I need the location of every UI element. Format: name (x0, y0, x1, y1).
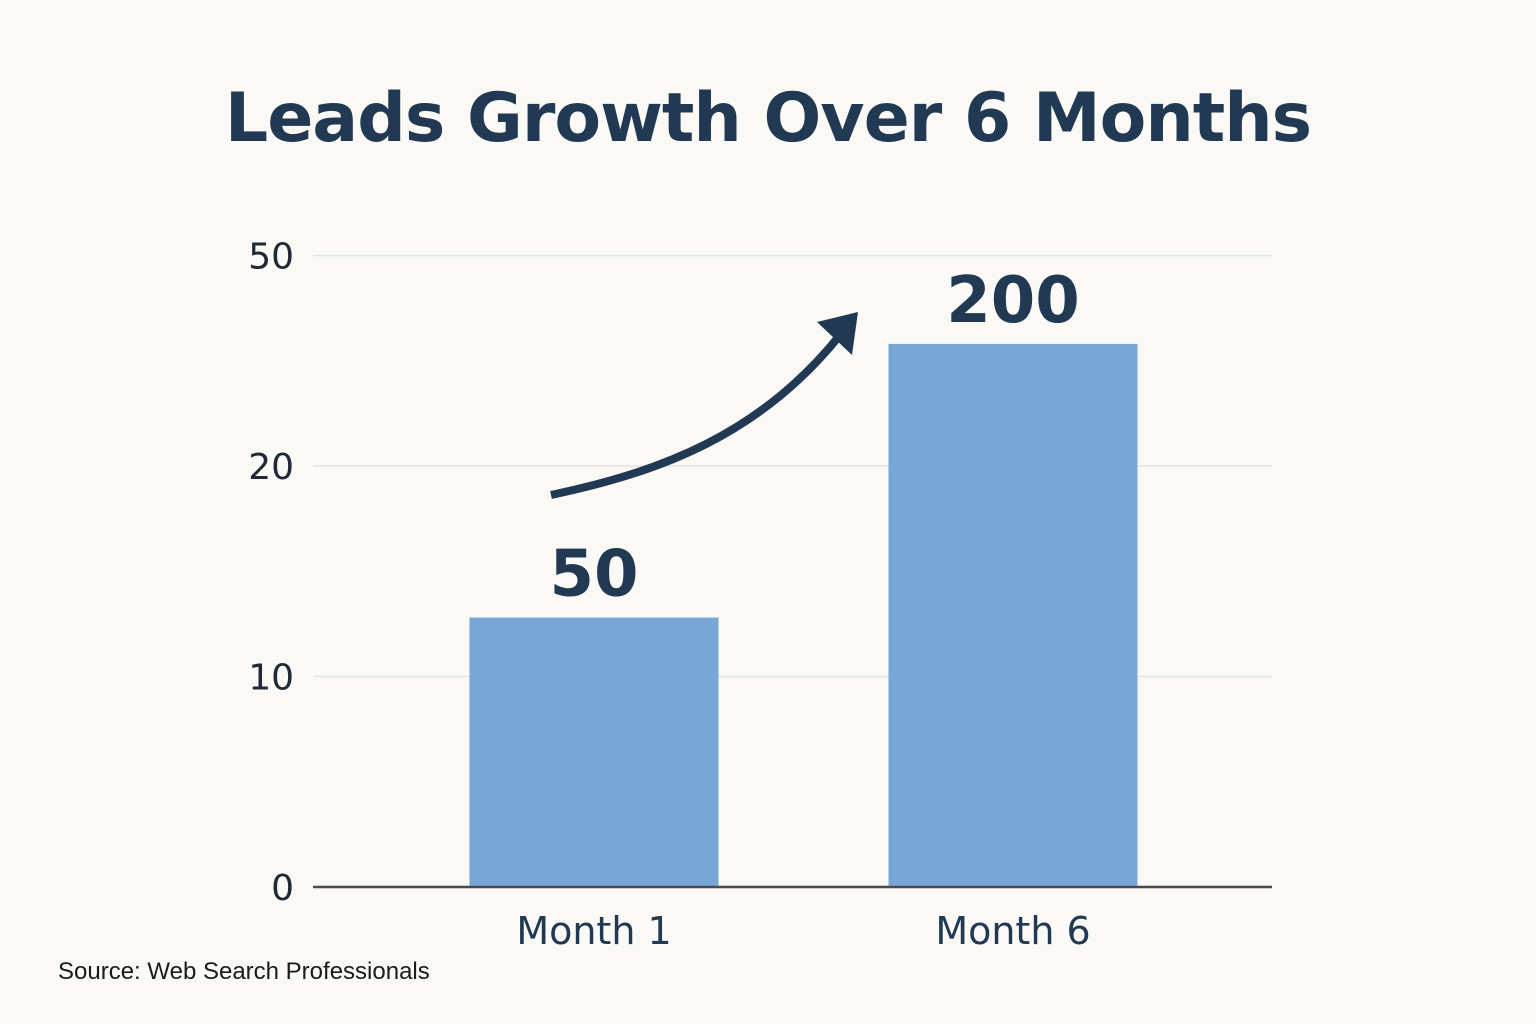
x-tick-label: Month 6 (935, 909, 1090, 953)
bar-chart: 0 10 20 50 Month 1 Month 6 50 200 (0, 0, 1536, 1024)
y-axis-ticks: 0 10 20 50 (248, 237, 294, 910)
y-tick-label: 50 (248, 237, 294, 278)
bars (470, 344, 1138, 887)
bar-month-6 (889, 344, 1138, 887)
data-label: 50 (549, 538, 638, 612)
data-label: 200 (946, 264, 1080, 338)
y-tick-label: 10 (248, 658, 294, 699)
x-axis-labels: Month 1 Month 6 (516, 909, 1090, 953)
growth-arrow-icon (551, 312, 858, 495)
y-tick-label: 20 (248, 447, 294, 488)
x-tick-label: Month 1 (516, 909, 671, 953)
y-tick-label: 0 (271, 868, 294, 909)
bar-month-1 (470, 618, 719, 887)
source-note: Source: Web Search Professionals (58, 958, 430, 986)
